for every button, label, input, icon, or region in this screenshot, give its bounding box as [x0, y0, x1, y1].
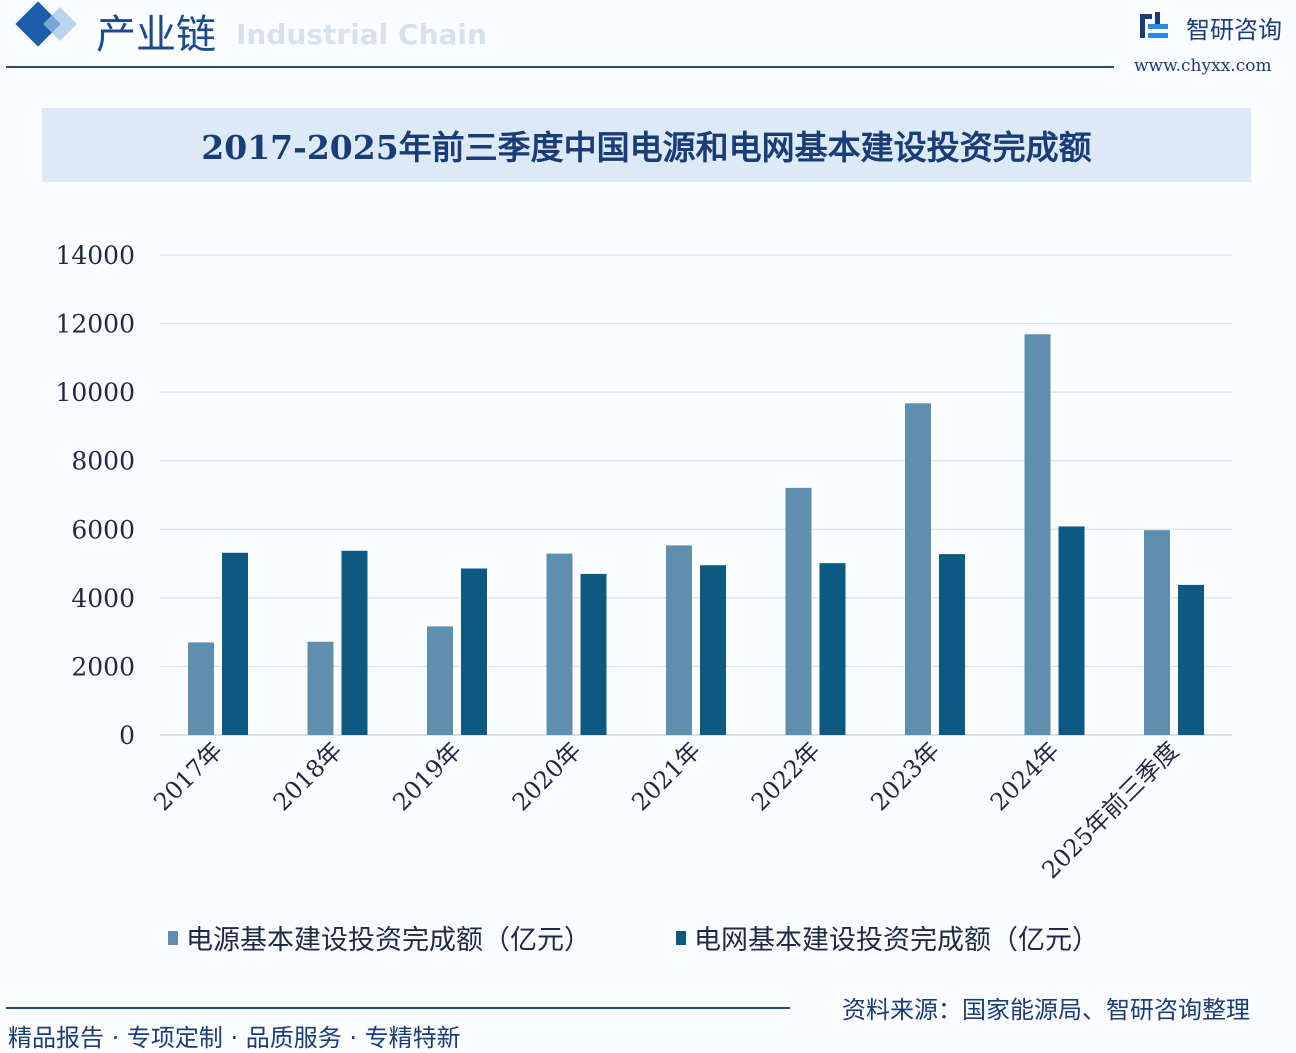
- brand-name: 智研咨询: [1186, 16, 1282, 44]
- y-tick-label: 2000: [71, 652, 135, 681]
- source-note: 资料来源：国家能源局、智研咨询整理: [842, 996, 1250, 1024]
- x-tick-label: 2023年: [865, 736, 945, 816]
- bar-series2: [222, 552, 248, 735]
- bar-series1: [188, 642, 214, 735]
- x-tick-label: 2021年: [626, 736, 706, 816]
- legend-label: 电源基本建设投资完成额（亿元）: [186, 925, 591, 956]
- x-tick-label: 2018年: [268, 736, 348, 816]
- chart-title-box: 2017-2025年前三季度中国电源和电网基本建设投资完成额: [42, 108, 1251, 182]
- bar-series1: [427, 626, 453, 735]
- section-subtitle: Industrial Chain: [236, 18, 487, 51]
- section-title: 产业链: [96, 12, 216, 58]
- legend-swatch: [676, 930, 686, 945]
- legend-label: 电网基本建设投资完成额（亿元）: [694, 925, 1099, 956]
- x-tick-label: 2017年: [148, 736, 228, 816]
- brand-url: www.chyxx.com: [1134, 56, 1272, 76]
- y-tick-label: 14000: [55, 241, 135, 270]
- footer-divider: [6, 1007, 790, 1009]
- y-tick-label: 6000: [71, 515, 135, 544]
- chart-title: 2017-2025年前三季度中国电源和电网基本建设投资完成额: [201, 128, 1092, 167]
- y-tick-label: 0: [119, 721, 135, 750]
- y-tick-label: 10000: [55, 378, 135, 407]
- x-tick-label: 2019年: [387, 736, 467, 816]
- bar-series1: [307, 641, 334, 735]
- header-divider: [6, 66, 1114, 68]
- x-tick-label: 2022年: [746, 736, 826, 816]
- bar-series1: [546, 553, 573, 735]
- bar-series2: [341, 550, 368, 735]
- bar-series1: [666, 545, 692, 735]
- bar-series1: [1024, 334, 1051, 735]
- legend-item-series1: 电源基本建设投资完成额（亿元）: [168, 918, 591, 957]
- bar-series2: [461, 568, 487, 735]
- footer-slogan: 精品报告 · 专项定制 · 品质服务 · 专精特新: [8, 1024, 461, 1052]
- bar-series2: [1058, 526, 1085, 735]
- x-tick-label: 2020年: [507, 736, 587, 816]
- bar-series2: [819, 563, 846, 735]
- y-tick-label: 8000: [71, 447, 135, 476]
- bar-series2: [700, 565, 726, 735]
- x-tick-label: 2024年: [985, 736, 1065, 816]
- bar-series2: [1178, 584, 1204, 735]
- y-tick-label: 12000: [55, 310, 135, 339]
- bar-series2: [939, 554, 965, 735]
- bar-series1: [1144, 530, 1170, 735]
- legend-swatch: [168, 930, 178, 945]
- bar-series1: [905, 403, 931, 735]
- y-tick-label: 4000: [71, 584, 135, 613]
- bar-series2: [580, 573, 607, 735]
- brand-logo-icon: [1140, 12, 1168, 38]
- legend-item-series2: 电网基本建设投资完成额（亿元）: [676, 918, 1099, 957]
- bar-series1: [785, 487, 812, 735]
